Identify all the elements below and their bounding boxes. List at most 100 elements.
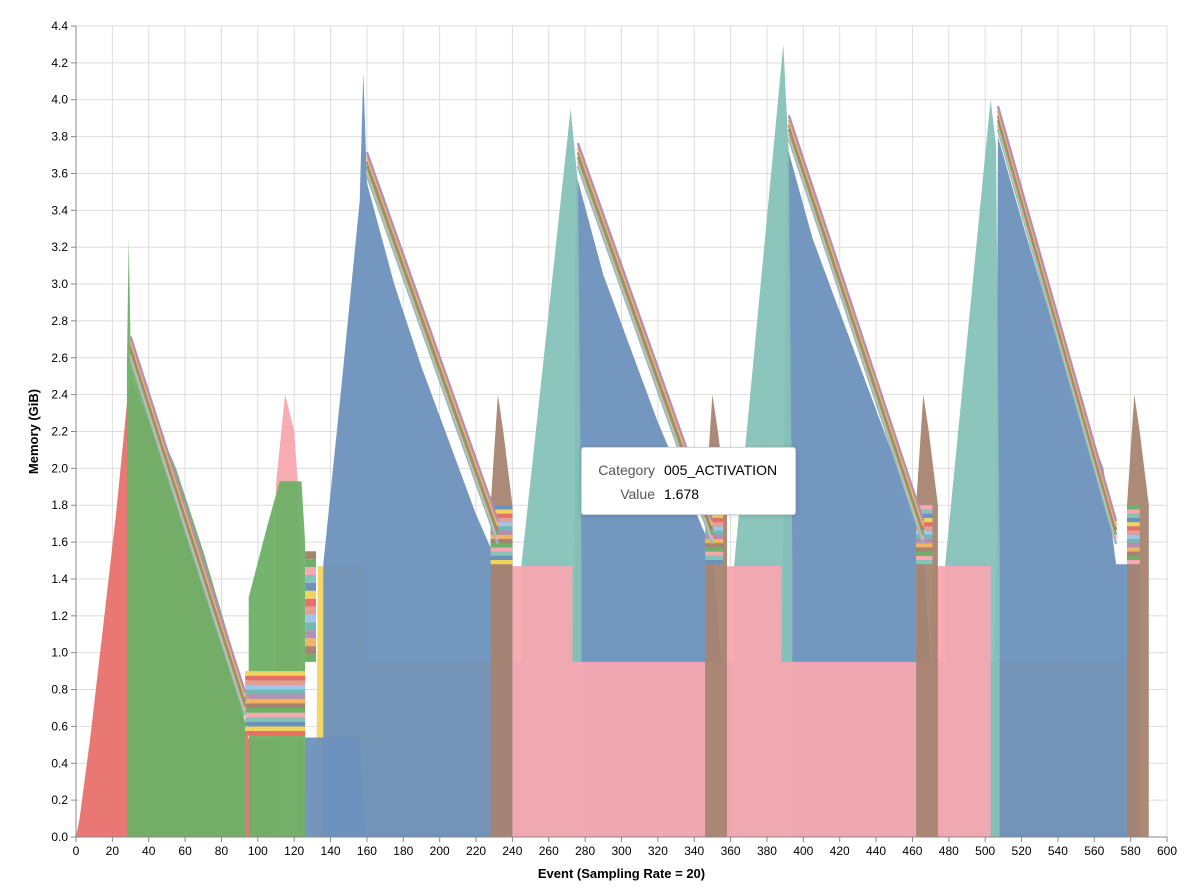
x-tick-label: 200: [430, 844, 450, 858]
y-tick-label: 3.0: [51, 277, 68, 291]
layer-band: [305, 575, 317, 583]
layer-fringe: [787, 119, 925, 526]
layer-band: [245, 694, 306, 699]
layer-band: [490, 547, 513, 552]
layer-band: [305, 622, 317, 631]
layer-fringe: [129, 340, 247, 698]
layer-band: [705, 530, 724, 535]
layer-fringe: [787, 115, 925, 522]
layer-band: [245, 680, 306, 685]
y-tick-label: 1.2: [51, 609, 68, 623]
layer-band: [705, 522, 724, 527]
x-tick-label: 320: [648, 844, 668, 858]
x-tick-label: 520: [1012, 844, 1032, 858]
layer-band: [305, 653, 317, 662]
x-tick-label: 380: [757, 844, 777, 858]
layer-band: [245, 675, 306, 681]
x-tick-label: 300: [611, 844, 631, 858]
layer-band: [1126, 522, 1140, 527]
x-tick-label: 120: [284, 844, 304, 858]
x-tick-label: 20: [106, 844, 120, 858]
layer-band: [1126, 534, 1140, 539]
x-tick-label: 420: [830, 844, 850, 858]
stacked-areas: [76, 44, 1149, 838]
layer-band: [245, 689, 306, 695]
x-tick-label: 360: [721, 844, 741, 858]
y-tick-label: 2.4: [51, 388, 68, 402]
layer-fringe: [787, 133, 925, 540]
layer-band: [245, 684, 306, 690]
x-tick-label: 180: [393, 844, 413, 858]
x-tick-label: 40: [142, 844, 156, 858]
layer-fringe: [129, 350, 247, 707]
y-tick-label: 1.6: [51, 535, 68, 549]
tooltip-category-row: Category 005_ACTIVATION: [582, 462, 795, 480]
layer-band: [245, 721, 306, 727]
layer-band: [305, 606, 317, 615]
y-tick-label: 1.0: [51, 646, 68, 660]
y-tick-label: 4.2: [51, 56, 68, 70]
x-tick-label: 540: [1048, 844, 1068, 858]
layer-fringe: [129, 359, 247, 716]
x-axis-title: Event (Sampling Rate = 20): [538, 866, 705, 881]
chart-axes: 0 20 40 60 80 100 120 140 160 180 200 220 240 260 280 3…: [51, 19, 1177, 858]
layer-band: [245, 707, 306, 713]
layer-band: [490, 538, 513, 544]
y-tick-label: 2.8: [51, 314, 68, 328]
area-series-10: [126, 238, 246, 837]
layer-band: [916, 534, 933, 539]
layer-band: [305, 551, 317, 560]
y-tick-label: 0.8: [51, 683, 68, 697]
layer-band: [705, 526, 724, 531]
layer-fringe: [129, 345, 247, 702]
layer-band: [705, 551, 724, 556]
layer-fringe: [129, 354, 247, 712]
layer-band: [245, 671, 306, 676]
layer-band: [1126, 530, 1140, 535]
layer-fringe: [787, 124, 925, 531]
layer-band: [490, 559, 513, 565]
layer-band: [305, 567, 317, 576]
layer-band: [490, 505, 513, 510]
layer-band: [1126, 547, 1140, 552]
layer-band: [245, 712, 306, 718]
area-series-7: [512, 566, 991, 837]
layer-band: [245, 717, 306, 722]
layer-band: [245, 698, 306, 704]
layer-band: [916, 513, 933, 518]
layer-band: [916, 551, 933, 556]
layer-band: [305, 582, 317, 591]
layer-fringe: [365, 161, 499, 531]
layer-band: [490, 555, 513, 560]
layer-band: [1126, 543, 1140, 548]
layer-band: [245, 726, 306, 732]
y-tick-label: 3.6: [51, 166, 68, 180]
area-series-14: [1127, 394, 1149, 837]
tooltip-value-key: Value: [620, 486, 655, 502]
area-series-11: [490, 394, 513, 837]
layer-band: [705, 534, 724, 539]
layer-fringe: [365, 174, 499, 545]
layer-band: [245, 703, 306, 708]
layer-band: [490, 543, 513, 548]
layer-band: [916, 538, 933, 544]
x-tick-label: 140: [321, 844, 341, 858]
stacked-layer-bands: [129, 105, 1140, 736]
y-tick-label: 3.4: [51, 203, 68, 217]
x-tick-label: 500: [975, 844, 995, 858]
layer-band: [916, 505, 933, 510]
layer-band: [916, 555, 933, 560]
x-tick-label: 400: [793, 844, 813, 858]
layer-band: [305, 598, 317, 607]
layer-band: [305, 630, 317, 639]
layer-band: [916, 522, 933, 527]
layer-band: [916, 543, 933, 548]
layer-band: [305, 559, 317, 568]
layer-band: [1126, 551, 1140, 556]
y-tick-label: 4.4: [51, 19, 68, 33]
y-tick-label: 2.2: [51, 425, 68, 439]
layer-band: [305, 590, 317, 599]
layer-band: [245, 731, 306, 736]
layer-fringe: [996, 105, 1118, 522]
